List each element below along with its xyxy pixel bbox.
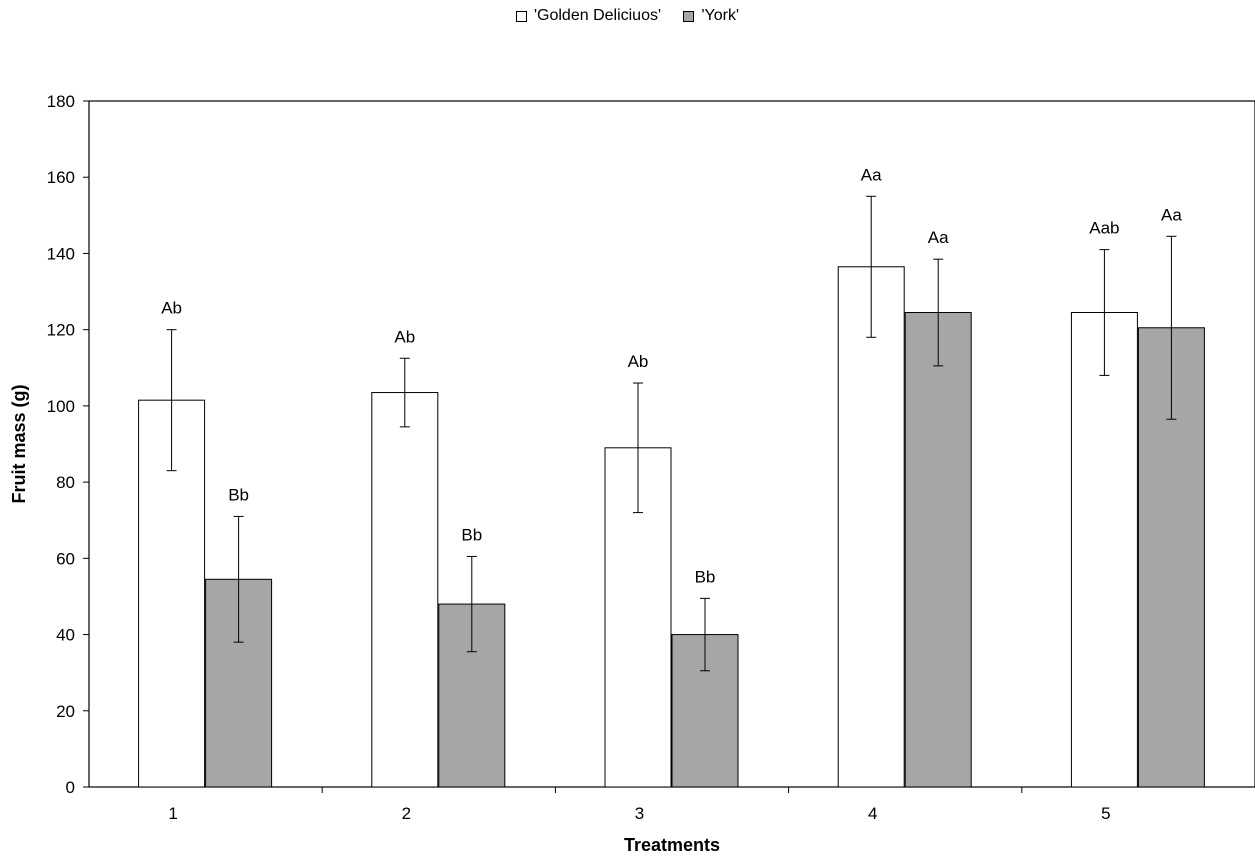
x-tick-label: 2: [402, 804, 411, 823]
significance-label: Bb: [228, 485, 249, 504]
significance-label: Aab: [1089, 219, 1119, 238]
bar-golden-delicious: [837, 266, 905, 788]
y-tick-label: 120: [47, 321, 75, 340]
x-tick-label: 3: [635, 804, 644, 823]
significance-label: Aa: [1161, 205, 1182, 224]
y-axis-title: Fruit mass (g): [9, 384, 29, 503]
legend-item-golden-delicious: 'Golden Deliciuos': [515, 7, 662, 25]
legend-item-york: 'York': [683, 7, 739, 25]
y-tick-label: 160: [47, 168, 75, 187]
legend-label-york: 'York': [701, 7, 740, 24]
legend-swatch-york: [683, 10, 695, 22]
y-tick-label: 40: [56, 626, 75, 645]
x-axis-title: Treatments: [624, 835, 720, 855]
error-bars: [166, 195, 1177, 672]
y-tick-label: 20: [56, 702, 75, 721]
legend: 'Golden Deliciuos' 'York': [0, 7, 1255, 27]
x-tick-label: 4: [868, 804, 877, 823]
legend-swatch-golden-delicious: [515, 10, 527, 22]
y-axis: 0 20 40 60 80 100 120 140 160 180: [47, 92, 89, 797]
x-tick-label: 1: [168, 804, 177, 823]
y-tick-label: 180: [47, 92, 75, 111]
bar-york: [904, 312, 972, 788]
bar-golden-delicious: [1070, 312, 1138, 788]
y-tick-label: 0: [66, 778, 75, 797]
significance-label: Aa: [861, 165, 882, 184]
significance-label: Aa: [928, 228, 949, 247]
y-tick-label: 80: [56, 473, 75, 492]
bars: [138, 266, 1205, 788]
significance-label: Ab: [394, 327, 415, 346]
significance-label: Ab: [628, 352, 649, 371]
y-tick-label: 60: [56, 549, 75, 568]
significance-label: Bb: [695, 567, 716, 586]
y-tick-label: 100: [47, 397, 75, 416]
significance-label: Ab: [161, 299, 182, 318]
significance-label: Bb: [461, 525, 482, 544]
data-labels: Ab Bb Ab Bb Ab Bb Aa Aa Aab Aa: [161, 165, 1182, 586]
y-tick-label: 140: [47, 244, 75, 263]
x-tick-label: 5: [1101, 804, 1110, 823]
legend-label-golden-delicious: 'Golden Deliciuos': [533, 7, 662, 24]
x-axis: 1 2 3 4 5: [168, 787, 1111, 823]
bar-golden-delicious: [604, 447, 672, 788]
bar-golden-delicious: [371, 392, 439, 788]
